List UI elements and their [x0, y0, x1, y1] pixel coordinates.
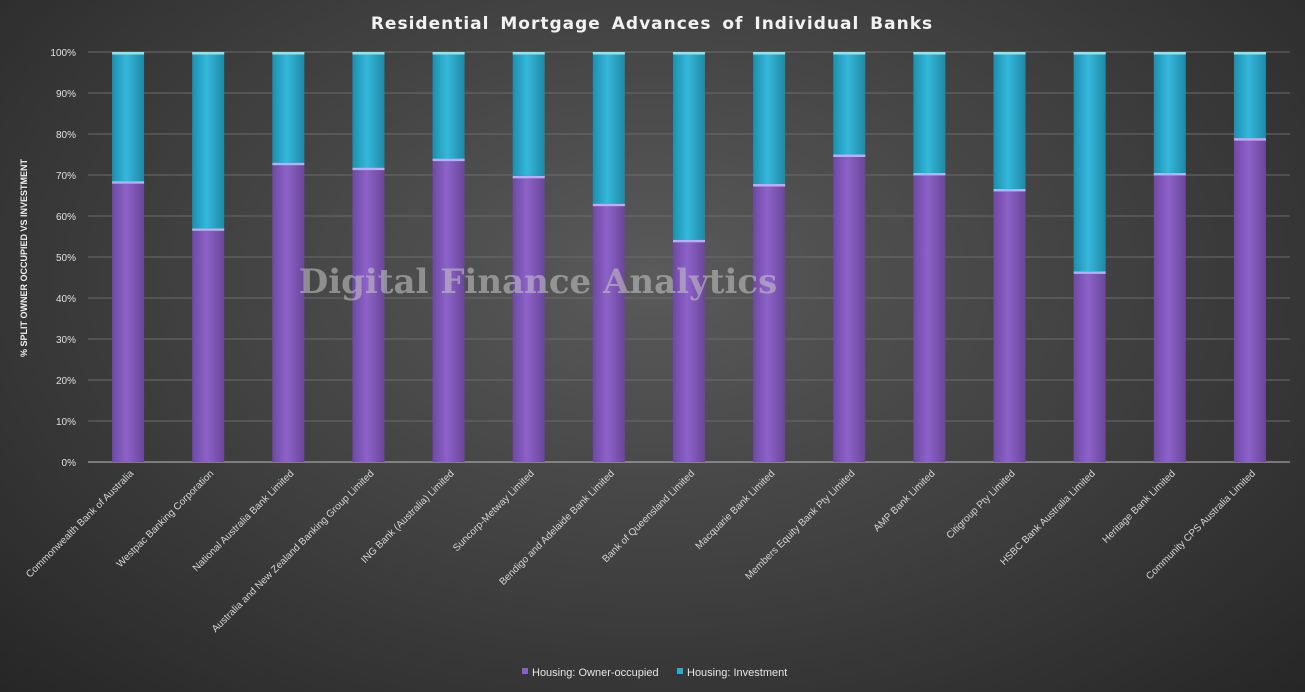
y-axis-ticks: 0% 10% 20% 30% 40% 50% 60% 70% 80% 90% 100% — [50, 48, 76, 469]
bar-investment — [993, 52, 1026, 189]
bar-investment-cap — [833, 52, 866, 55]
bar-investment-cap — [272, 52, 305, 55]
bar-investment-cap — [352, 52, 385, 55]
bar-investment — [432, 52, 465, 159]
y-tick-label: 100% — [50, 48, 76, 59]
bar-investment-cap — [993, 52, 1026, 55]
bar-owner-occupied — [673, 239, 705, 462]
x-tick-label: Macquarie Bank Limited — [694, 468, 778, 552]
bar-owner-occupied-cap — [1073, 271, 1106, 274]
bar-owner-occupied — [833, 154, 866, 462]
bar-owner-occupied — [993, 188, 1026, 462]
y-tick-label: 90% — [56, 89, 76, 100]
bar-investment — [512, 52, 545, 176]
bar-owner-occupied-cap — [673, 239, 705, 243]
x-tick-label: Australia and New Zealand Banking Group … — [210, 468, 377, 635]
bar-owner-occupied-cap — [993, 188, 1026, 192]
bar-investment-cap — [192, 52, 225, 55]
x-tick-label: Citigroup Pty Limited — [945, 468, 1018, 541]
bar-owner-occupied — [1233, 138, 1266, 462]
legend-label-owner-occupied: Housing: Owner-occupied — [532, 667, 659, 679]
y-tick-label: 80% — [56, 130, 76, 141]
bar-investment — [1073, 52, 1106, 272]
bar-investment-cap — [1153, 52, 1186, 55]
bar-investment-cap — [112, 52, 145, 55]
y-tick-label: 0% — [62, 458, 77, 469]
y-tick-label: 60% — [56, 212, 76, 223]
bar-investment — [352, 52, 385, 168]
watermark: Digital Finance Analytics — [299, 262, 778, 302]
bar-owner-occupied — [913, 172, 946, 462]
bar-investment-cap — [432, 52, 465, 55]
bar-owner-occupied-cap — [512, 175, 545, 179]
bar-owner-occupied — [512, 175, 545, 462]
bar-owner-occupied-cap — [272, 162, 305, 166]
legend: Housing: Owner-occupied Housing: Investme… — [522, 667, 787, 679]
bar-owner-occupied-cap — [112, 181, 145, 184]
bar-investment-cap — [592, 52, 625, 55]
bar-owner-occupied — [592, 203, 625, 462]
bars — [112, 52, 1266, 462]
legend-label-investment: Housing: Investment — [687, 667, 787, 679]
bar-investment-cap — [1233, 52, 1266, 55]
bar-owner-occupied-cap — [352, 167, 385, 171]
bar-investment — [192, 52, 225, 229]
bar-owner-occupied-cap — [432, 158, 465, 162]
bar-owner-occupied — [112, 181, 145, 462]
bar-owner-occupied — [753, 184, 786, 462]
x-tick-label: Suncorp-Metway Limited — [451, 468, 537, 554]
bar-owner-occupied-cap — [833, 154, 866, 157]
bar-investment-cap — [753, 52, 786, 55]
y-tick-label: 40% — [56, 294, 76, 305]
bar-owner-occupied — [352, 167, 385, 462]
bar-owner-occupied-cap — [1153, 172, 1186, 176]
legend-swatch-investment — [677, 668, 683, 674]
bar-investment — [753, 52, 786, 185]
bar-owner-occupied — [272, 162, 305, 462]
bar-owner-occupied — [1153, 172, 1186, 462]
bar-owner-occupied-cap — [753, 184, 786, 187]
bar-owner-occupied — [1073, 271, 1106, 462]
bar-investment — [1153, 52, 1186, 173]
x-tick-label: HSBC Bank Australia Limited — [998, 468, 1097, 567]
x-tick-label: Heritage Bank Limited — [1101, 468, 1178, 545]
x-tick-label: AMP Bank Limited — [872, 468, 938, 534]
x-tick-label: Bank of Queensland Limited — [601, 468, 698, 565]
y-tick-label: 70% — [56, 171, 76, 182]
bar-investment — [673, 52, 705, 240]
bar-owner-occupied-cap — [192, 228, 225, 231]
y-tick-label: 30% — [56, 335, 76, 346]
bar-owner-occupied — [432, 158, 465, 462]
bar-investment — [592, 52, 625, 204]
bar-investment-cap — [913, 52, 946, 55]
bar-investment — [272, 52, 305, 163]
bar-owner-occupied-cap — [1233, 138, 1266, 141]
chart-title: Residential Mortgage Advances of Individ… — [371, 14, 933, 34]
y-tick-label: 50% — [56, 253, 76, 264]
bar-investment-cap — [673, 52, 705, 55]
y-tick-label: 10% — [56, 417, 76, 428]
bar-investment-cap — [1073, 52, 1106, 55]
bar-owner-occupied-cap — [913, 172, 946, 176]
bar-investment — [833, 52, 866, 155]
bar-investment-cap — [512, 52, 545, 55]
bar-owner-occupied-cap — [592, 203, 625, 207]
y-axis-label: % SPLIT OWNER OCCUPIED VS INVESTMENT — [19, 158, 29, 357]
x-tick-label: ING Bank (Australia) Limited — [359, 468, 456, 565]
bar-owner-occupied — [192, 228, 225, 462]
bar-investment — [1233, 52, 1266, 139]
legend-swatch-owner-occupied — [522, 668, 528, 674]
bar-investment — [913, 52, 946, 173]
bar-investment — [112, 52, 145, 182]
y-tick-label: 20% — [56, 376, 76, 387]
